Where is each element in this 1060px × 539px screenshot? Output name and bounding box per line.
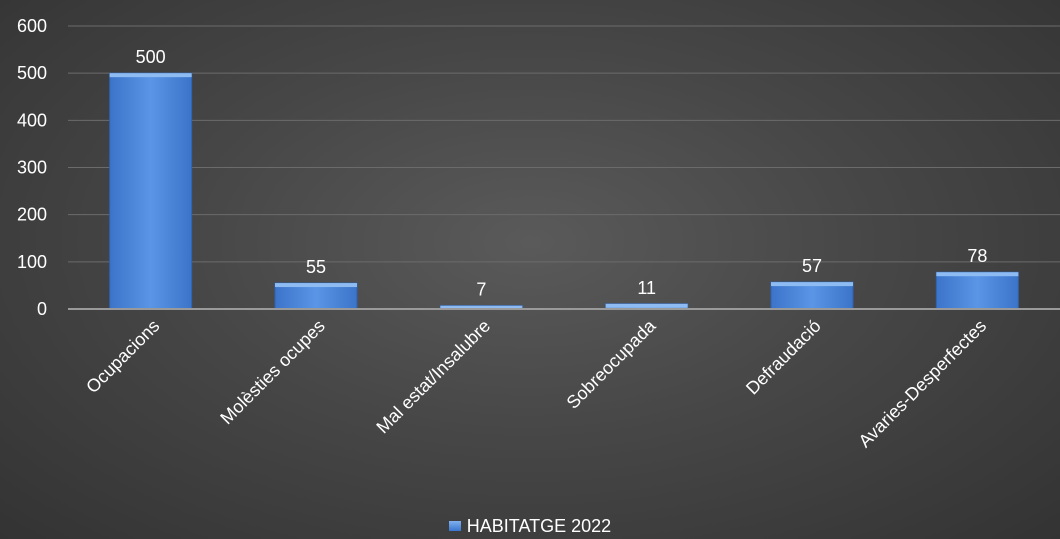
x-tick-label: Ocupacions bbox=[82, 316, 163, 397]
bar bbox=[935, 271, 1019, 310]
legend-label: HABITATGE 2022 bbox=[466, 516, 612, 536]
y-tick-label: 300 bbox=[17, 158, 47, 178]
bar-highlight bbox=[275, 283, 357, 288]
x-tick-label: Molèsties ocupes bbox=[216, 316, 328, 428]
bar-highlight bbox=[440, 305, 523, 309]
bar-highlight bbox=[109, 73, 192, 78]
bar bbox=[109, 72, 193, 310]
x-tick-label: Defraudació bbox=[742, 316, 825, 399]
y-tick-label: 100 bbox=[17, 252, 47, 272]
data-label: 7 bbox=[476, 280, 486, 300]
bar bbox=[770, 281, 854, 310]
data-label: 500 bbox=[136, 47, 166, 67]
legend: HABITATGE 2022 bbox=[0, 516, 1060, 537]
bars: 500 55 7 11 57 78 bbox=[109, 47, 1019, 310]
x-tick-label: Sobreocupada bbox=[563, 315, 661, 413]
data-label: 11 bbox=[637, 278, 656, 298]
data-label: 57 bbox=[802, 256, 822, 276]
x-tick-label: Avaries-Desperfectes bbox=[855, 316, 991, 452]
legend-swatch bbox=[448, 521, 461, 531]
y-tick-label: 200 bbox=[17, 205, 47, 225]
bar-highlight bbox=[771, 282, 853, 287]
data-label: 55 bbox=[306, 257, 326, 277]
y-tick-label: 0 bbox=[37, 299, 47, 319]
data-label: 78 bbox=[967, 246, 987, 266]
y-tick-label: 500 bbox=[17, 63, 47, 83]
x-axis-labels: Ocupacions Molèsties ocupes Mal estat/Insa… bbox=[82, 315, 990, 451]
x-tick-label: Mal estat/Insalubre bbox=[372, 316, 494, 438]
bar-highlight bbox=[936, 272, 1019, 277]
gridlines bbox=[68, 25, 1060, 263]
bar-highlight bbox=[605, 303, 688, 308]
y-tick-label: 400 bbox=[17, 110, 47, 130]
y-axis-ticks: 0 100 200 300 400 500 600 bbox=[17, 16, 47, 319]
y-tick-label: 600 bbox=[17, 16, 47, 36]
